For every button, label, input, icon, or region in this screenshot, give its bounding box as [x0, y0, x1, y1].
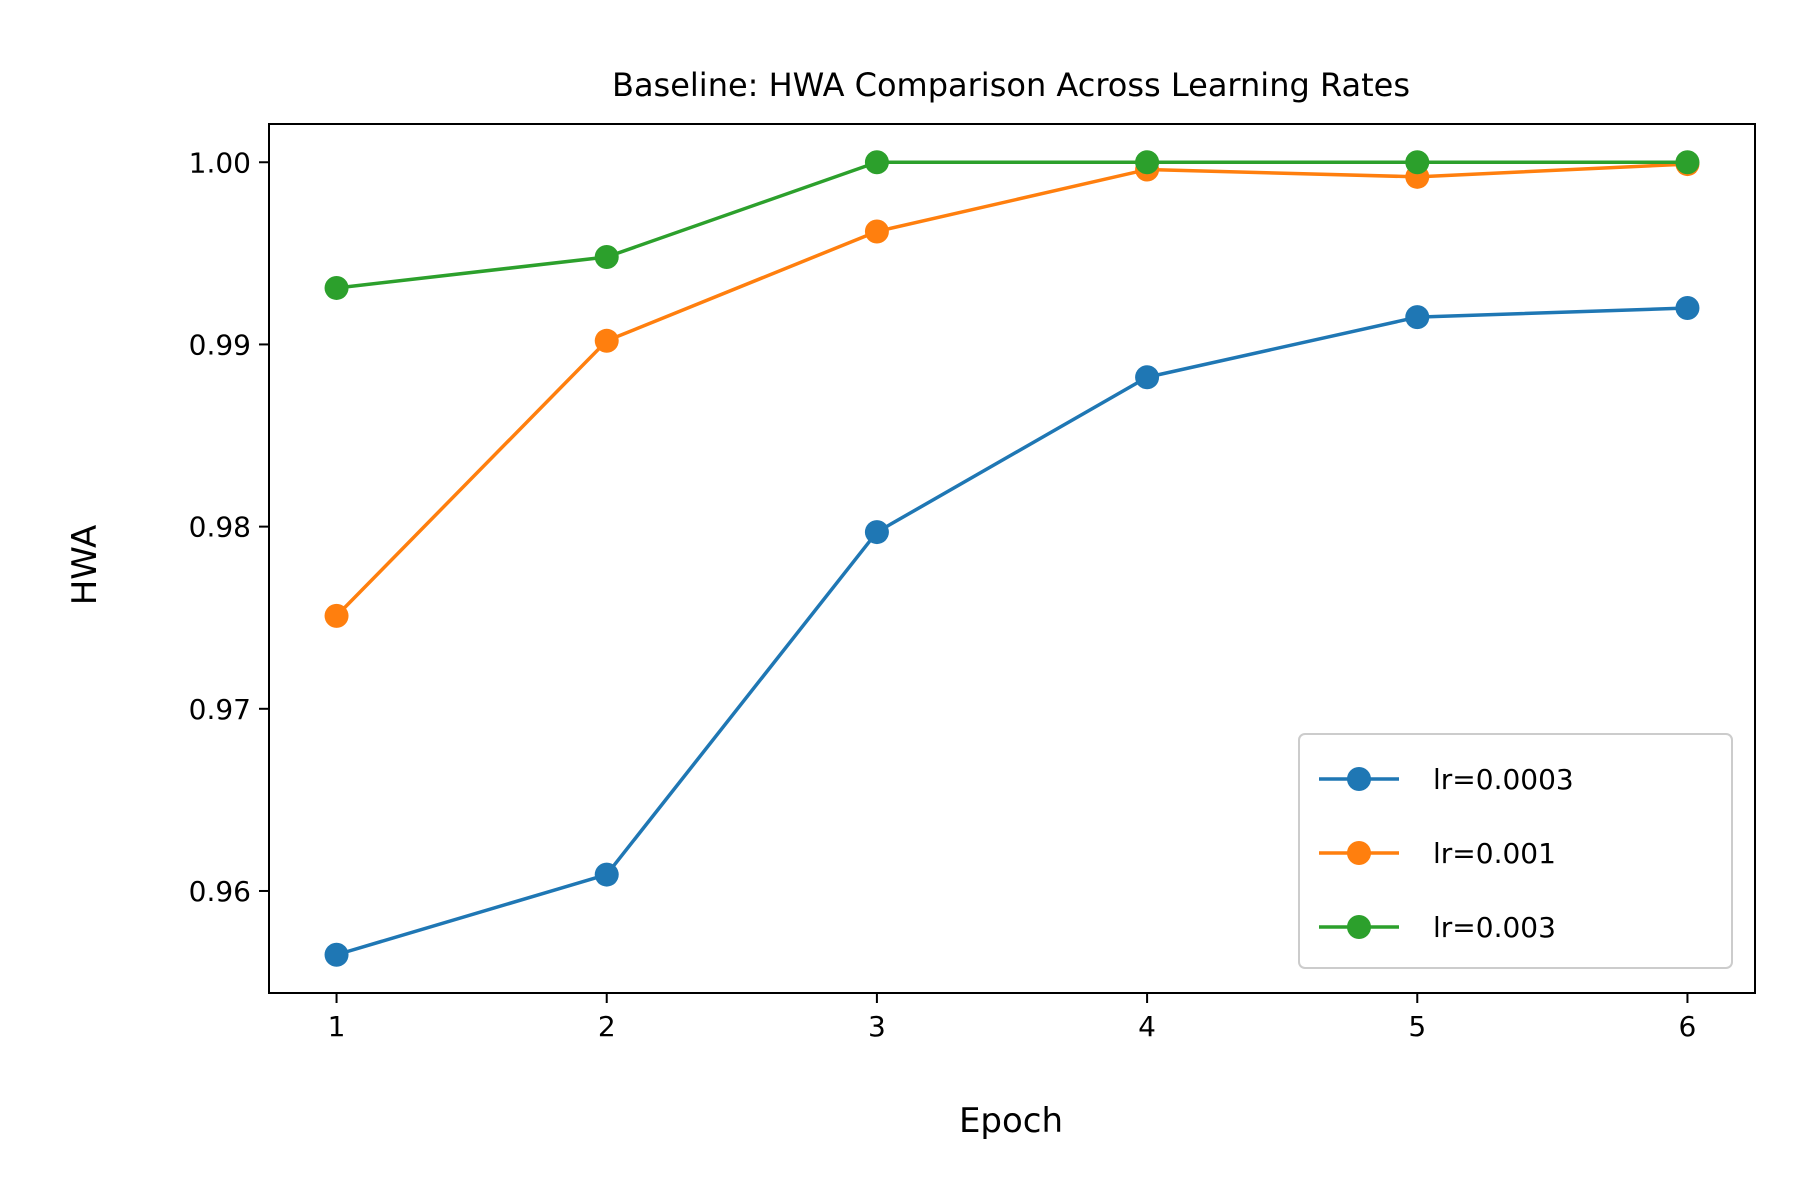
x-tick-label: 6	[1679, 1010, 1697, 1043]
legend-marker	[1347, 915, 1371, 939]
legend-item: lr=0.001	[1319, 837, 1556, 870]
legend-item: lr=0.003	[1319, 911, 1556, 944]
x-tick-label: 1	[328, 1010, 346, 1043]
series-3	[324, 150, 1700, 300]
y-axis: 0.96 0.97 0.98 0.99 1.00	[189, 146, 269, 908]
data-point	[1135, 150, 1160, 175]
y-tick-label: 0.97	[189, 693, 251, 726]
series-2	[324, 152, 1700, 628]
data-point	[324, 603, 349, 628]
x-axis-label: Epoch	[959, 1101, 1063, 1141]
data-point	[1135, 365, 1160, 390]
series-line	[336, 306, 1688, 957]
legend-label: lr=0.0003	[1433, 763, 1574, 796]
x-tick-label: 4	[1138, 1010, 1156, 1043]
y-tick-label: 0.99	[189, 328, 251, 361]
legend-label: lr=0.001	[1433, 837, 1556, 870]
y-tick-label: 0.96	[189, 875, 251, 908]
plot-frame	[268, 123, 1756, 994]
legend-item: lr=0.0003	[1319, 763, 1574, 796]
legend: lr=0.0003 lr=0.001 lr=0.003	[1298, 733, 1733, 969]
data-point	[324, 942, 349, 967]
series-line	[336, 160, 1688, 290]
data-point	[324, 275, 349, 300]
series-line	[335, 162, 1688, 618]
legend-marker	[1347, 767, 1371, 791]
data-point	[594, 244, 619, 269]
legend-box	[1298, 733, 1733, 969]
data-point	[594, 862, 619, 887]
y-axis-label: HWA	[65, 525, 105, 606]
y-tick-label: 0.98	[189, 511, 251, 544]
data-point	[1405, 150, 1430, 175]
x-tick-label: 2	[598, 1010, 616, 1043]
y-tick-label: 1.00	[189, 146, 251, 179]
x-tick-label: 3	[868, 1010, 886, 1043]
chart-title: Baseline: HWA Comparison Across Learning…	[612, 66, 1410, 104]
x-tick-label: 5	[1408, 1010, 1426, 1043]
data-point	[1405, 305, 1430, 330]
data-point	[864, 219, 889, 244]
plot-area	[324, 150, 1700, 967]
legend-marker	[1347, 841, 1371, 865]
series-1	[324, 296, 1700, 967]
data-point	[864, 150, 889, 175]
x-axis: 1 2 3 4 5 6	[328, 993, 1697, 1043]
data-point	[1675, 296, 1700, 321]
data-point	[1675, 150, 1700, 175]
data-point	[594, 328, 619, 353]
legend-label: lr=0.003	[1433, 911, 1556, 944]
data-point	[864, 520, 889, 545]
